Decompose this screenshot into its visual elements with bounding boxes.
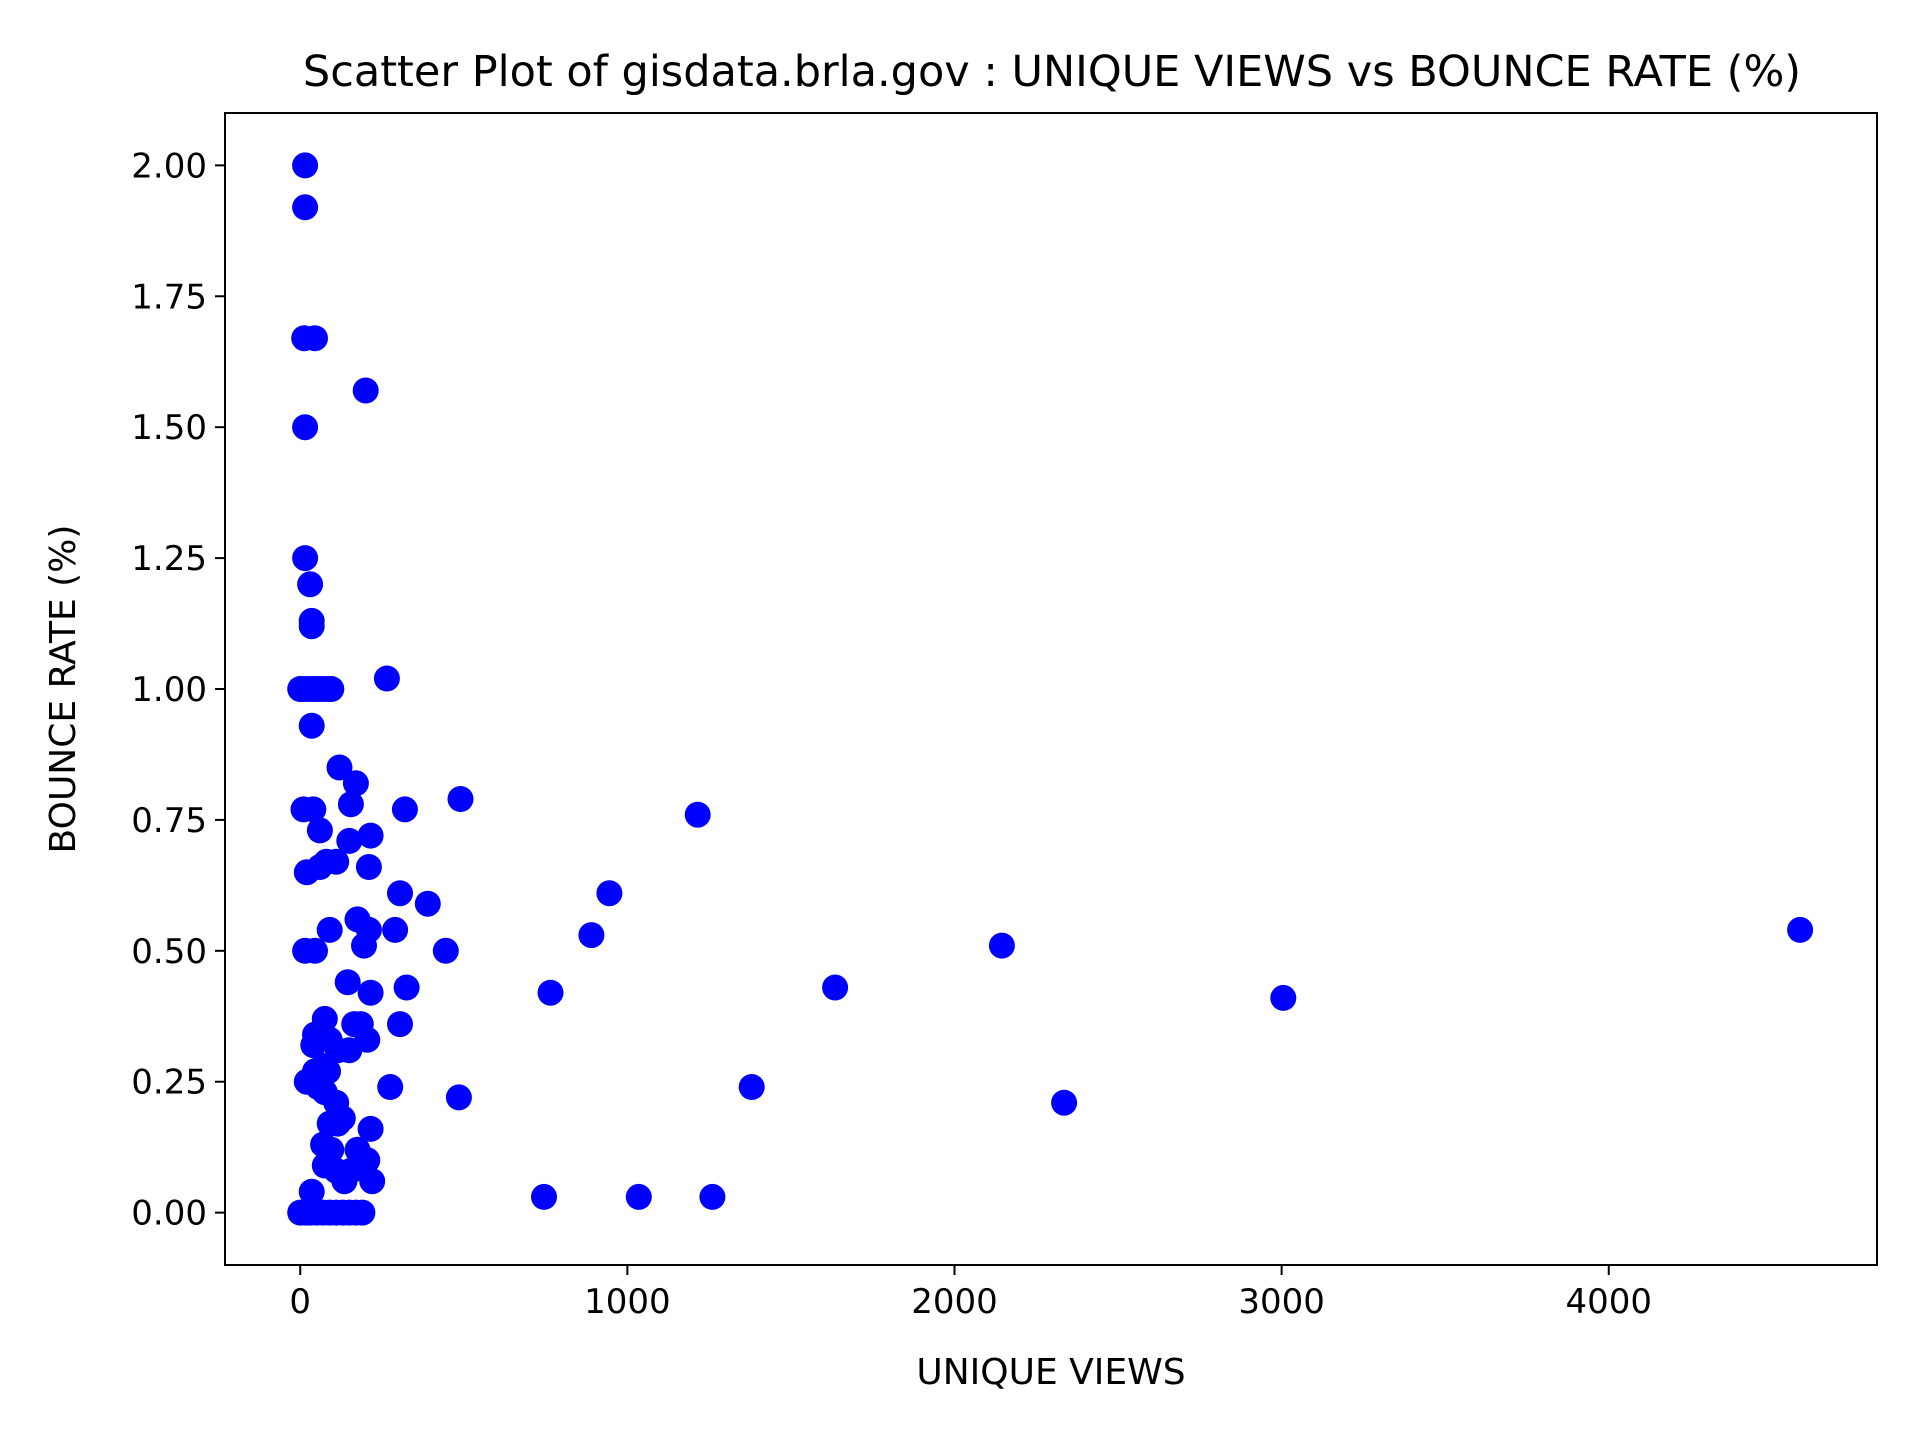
scatter-point xyxy=(393,974,420,1001)
y-tick-label: 2.00 xyxy=(131,146,207,186)
y-tick-label: 1.50 xyxy=(131,408,207,448)
x-tick-label: 3000 xyxy=(1238,1282,1325,1322)
scatter-point xyxy=(359,1168,386,1195)
scatter-point xyxy=(596,880,623,907)
y-tick-label: 0.00 xyxy=(131,1194,207,1234)
scatter-point xyxy=(337,791,364,818)
scatter-point xyxy=(298,712,325,739)
y-tick-label: 0.25 xyxy=(131,1063,207,1103)
scatter-point xyxy=(625,1183,652,1210)
scatter-point xyxy=(531,1183,557,1210)
scatter-point xyxy=(387,1011,413,1038)
scatter-point xyxy=(988,932,1015,959)
scatter-point xyxy=(1051,1089,1078,1116)
scatter-point xyxy=(738,1074,765,1100)
scatter-point xyxy=(822,974,849,1001)
y-tick-label: 1.75 xyxy=(131,277,207,317)
x-axis-label: UNIQUE VIEWS xyxy=(916,1352,1185,1393)
scatter-point xyxy=(382,916,409,943)
scatter-point xyxy=(387,880,413,907)
x-tick-label: 1000 xyxy=(584,1282,671,1322)
scatter-point xyxy=(300,1032,327,1059)
scatter-point xyxy=(1270,984,1297,1011)
scatter-point xyxy=(300,796,327,823)
x-tick-label: 4000 xyxy=(1565,1282,1652,1322)
scatter-point xyxy=(336,1037,363,1064)
scatter-point xyxy=(342,770,369,797)
scatter-point xyxy=(414,890,441,917)
scatter-point xyxy=(357,1115,384,1142)
scatter-point xyxy=(352,377,379,404)
scatter-point xyxy=(355,854,382,880)
x-axis: 0 1000 2000 3000 4000 xyxy=(289,1265,1652,1322)
y-tick-label: 0.50 xyxy=(131,932,207,972)
y-tick-label: 1.00 xyxy=(131,670,207,710)
scatter-point xyxy=(391,796,418,823)
scatter-point xyxy=(684,801,711,828)
points-layer xyxy=(287,152,1814,1226)
scatter-point xyxy=(445,1084,472,1111)
x-tick-label: 2000 xyxy=(911,1282,998,1322)
scatter-point xyxy=(373,665,400,692)
scatter-point xyxy=(316,916,343,943)
scatter-point xyxy=(292,194,319,221)
y-tick-label: 1.25 xyxy=(131,539,207,579)
scatter-point xyxy=(331,1168,358,1195)
scatter-point xyxy=(292,414,319,441)
scatter-point xyxy=(302,937,328,964)
x-tick-label: 0 xyxy=(289,1282,311,1322)
scatter-point xyxy=(324,1110,351,1137)
scatter-point xyxy=(537,979,564,1006)
chart-title: Scatter Plot of gisdata.brla.gov : UNIQU… xyxy=(303,47,1801,97)
scatter-point xyxy=(432,937,459,964)
scatter-point xyxy=(334,969,361,996)
scatter-point xyxy=(357,979,384,1006)
y-axis-label: BOUNCE RATE (%) xyxy=(43,525,84,854)
scatter-point xyxy=(292,152,319,179)
scatter-point xyxy=(298,1178,325,1205)
scatter-point xyxy=(377,1074,404,1100)
scatter-point xyxy=(1787,916,1814,943)
scatter-point xyxy=(326,754,353,781)
scatter-point xyxy=(292,545,319,572)
scatter-point xyxy=(351,932,377,959)
scatter-point xyxy=(447,786,474,812)
scatter-point xyxy=(578,922,605,949)
y-tick-label: 0.75 xyxy=(131,801,207,841)
scatter-point xyxy=(357,822,384,849)
scatter-point xyxy=(336,827,363,854)
scatter-point xyxy=(293,859,320,886)
scatter-point xyxy=(306,817,333,844)
scatter-point xyxy=(318,676,345,702)
y-axis: 0.00 0.25 0.50 0.75 1.00 1.25 1.50 1.75 2.00 xyxy=(131,146,225,1234)
scatter-point xyxy=(699,1183,726,1210)
scatter-point xyxy=(302,325,328,352)
scatter-point xyxy=(297,571,324,598)
scatter-point xyxy=(349,1199,376,1226)
scatter-point xyxy=(298,613,325,640)
